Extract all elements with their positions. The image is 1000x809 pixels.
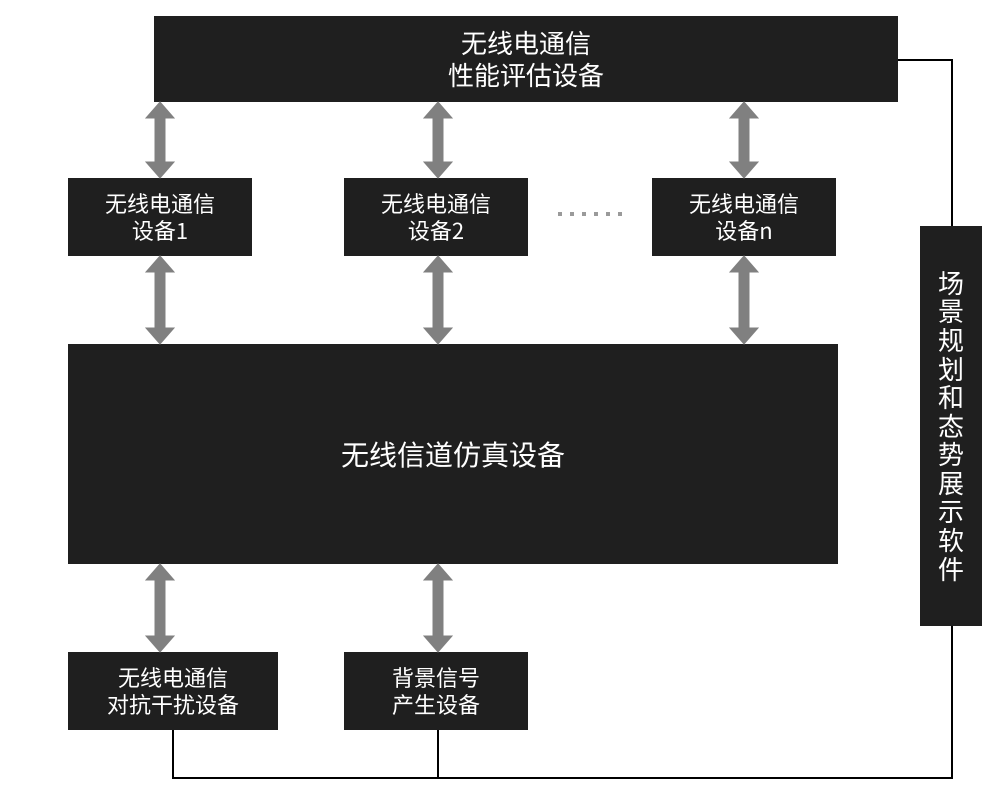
node-bgsig: 背景信号 产生设备 bbox=[344, 652, 528, 730]
diagram-canvas: 无线电通信 性能评估设备无线电通信 设备1 无线电通信 设备2 无线电通信 设备n 无… bbox=[0, 0, 1000, 809]
double-arrow bbox=[146, 564, 174, 652]
node-channel: 无线信道仿真设备 bbox=[68, 344, 838, 564]
node-dev1: 无线电通信 设备1 bbox=[68, 178, 252, 256]
ellipsis-dot bbox=[558, 212, 562, 216]
edge-line bbox=[898, 60, 952, 226]
node-dev2: 无线电通信 设备2 bbox=[344, 178, 528, 256]
double-arrow bbox=[146, 256, 174, 344]
node-eval: 无线电通信 性能评估设备 bbox=[154, 16, 898, 102]
node-jammer: 无线电通信 对抗干扰设备 bbox=[68, 652, 278, 730]
ellipsis-dot bbox=[570, 212, 574, 216]
double-arrow bbox=[424, 256, 452, 344]
double-arrow bbox=[730, 256, 758, 344]
ellipsis-dot bbox=[606, 212, 610, 216]
double-arrow bbox=[424, 102, 452, 178]
ellipsis-dot bbox=[618, 212, 622, 216]
ellipsis-dot bbox=[594, 212, 598, 216]
node-devn: 无线电通信 设备n bbox=[652, 178, 836, 256]
double-arrow bbox=[424, 564, 452, 652]
ellipsis-dot bbox=[582, 212, 586, 216]
double-arrow bbox=[146, 102, 174, 178]
node-side: 场景规划和态势展示软件 bbox=[920, 226, 982, 626]
edge-line bbox=[173, 626, 952, 778]
double-arrow bbox=[730, 102, 758, 178]
